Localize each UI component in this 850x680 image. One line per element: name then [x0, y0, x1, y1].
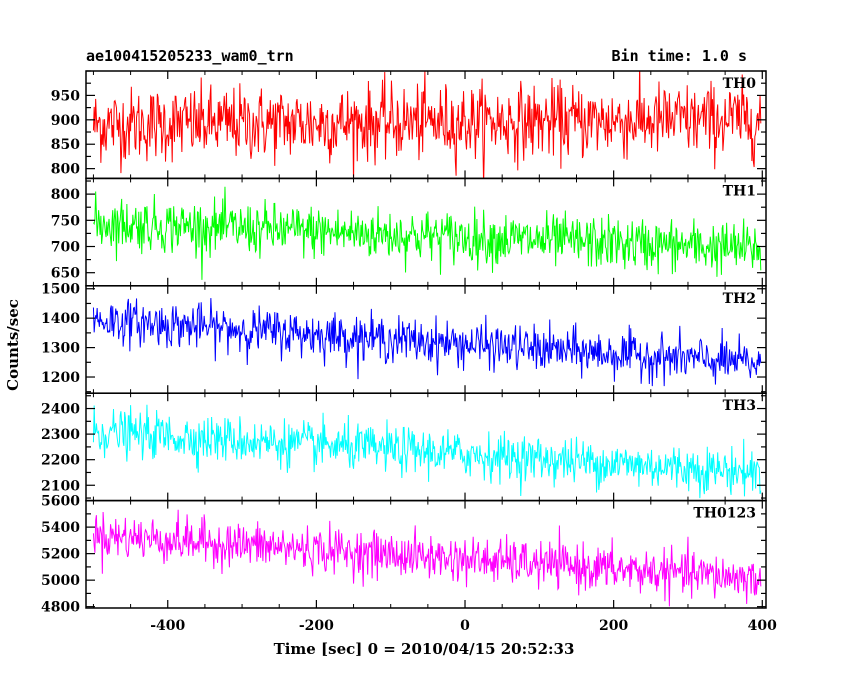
series-th3-line — [92, 404, 762, 499]
panel-th2: 1200 1300 1400 1500 TH2 — [41, 282, 767, 394]
x-tick-label: 0 — [460, 618, 470, 634]
y-tick-label: 2300 — [41, 427, 80, 443]
y-tick-label: 1400 — [41, 311, 80, 327]
y-tick-label: 2200 — [41, 453, 80, 469]
y-tick-label: 800 — [51, 162, 80, 178]
x-axis-title: Time [sec] 0 = 2010/04/15 20:52:33 — [274, 640, 575, 658]
panel-label-th0123: TH0123 — [693, 506, 756, 522]
y-tick-label: 1500 — [41, 282, 80, 298]
panel-th1: 650 700 750 800 TH1 — [51, 177, 767, 287]
y-tick-label: 950 — [51, 88, 80, 104]
panel-label-th2: TH2 — [723, 291, 756, 307]
panel-th3: 2100 2200 2300 2400 TH3 — [41, 392, 767, 502]
panel-th0123: 4800 5000 5200 5400 5600 TH0123 — [41, 494, 767, 616]
y-tick-label: 5400 — [41, 520, 80, 536]
panel-label-th1: TH1 — [723, 183, 756, 199]
chart-title-right: Bin time: 1.0 s — [612, 47, 747, 65]
y-tick-label: 5200 — [41, 547, 80, 563]
y-tick-label: 1300 — [41, 341, 80, 357]
panels-group: 800 850 900 950 TH0 650 700 750 800 TH1 1200 1300 14… — [41, 70, 767, 616]
y-tick-label: 700 — [51, 240, 80, 256]
y-tick-label: 2400 — [41, 402, 80, 418]
x-tick-label: -200 — [299, 618, 334, 634]
series-th0-line — [92, 71, 762, 179]
y-tick-label: 750 — [51, 213, 80, 229]
y-tick-label: 2100 — [41, 478, 80, 494]
x-tick-label: 200 — [599, 618, 628, 634]
panel-frame — [85, 499, 767, 609]
x-axis-ticks: -400 -200 0 200 400 — [150, 618, 777, 634]
panel-th0: 800 850 900 950 TH0 — [51, 70, 767, 180]
y-tick-label: 900 — [51, 113, 80, 129]
y-tick-label: 5000 — [41, 573, 80, 589]
panel-frame — [85, 392, 767, 502]
y-tick-label: 1200 — [41, 370, 80, 386]
y-axis-title: Counts/sec — [4, 299, 22, 391]
series-th0123-line — [92, 509, 762, 607]
y-tick-label: 850 — [51, 137, 80, 153]
x-tick-label: 400 — [748, 618, 777, 634]
chart-title-left: ae100415205233_wam0_trn — [86, 47, 294, 65]
x-tick-label: -400 — [150, 618, 185, 634]
y-tick-label: 800 — [51, 187, 80, 203]
y-tick-label: 650 — [51, 266, 80, 282]
y-tick-label: 4800 — [41, 600, 80, 616]
y-tick-label: 5600 — [41, 494, 80, 510]
series-th1-line — [93, 186, 762, 280]
panel-label-th0: TH0 — [723, 76, 757, 92]
panel-label-th3: TH3 — [723, 398, 756, 414]
series-th2-line — [92, 298, 762, 387]
